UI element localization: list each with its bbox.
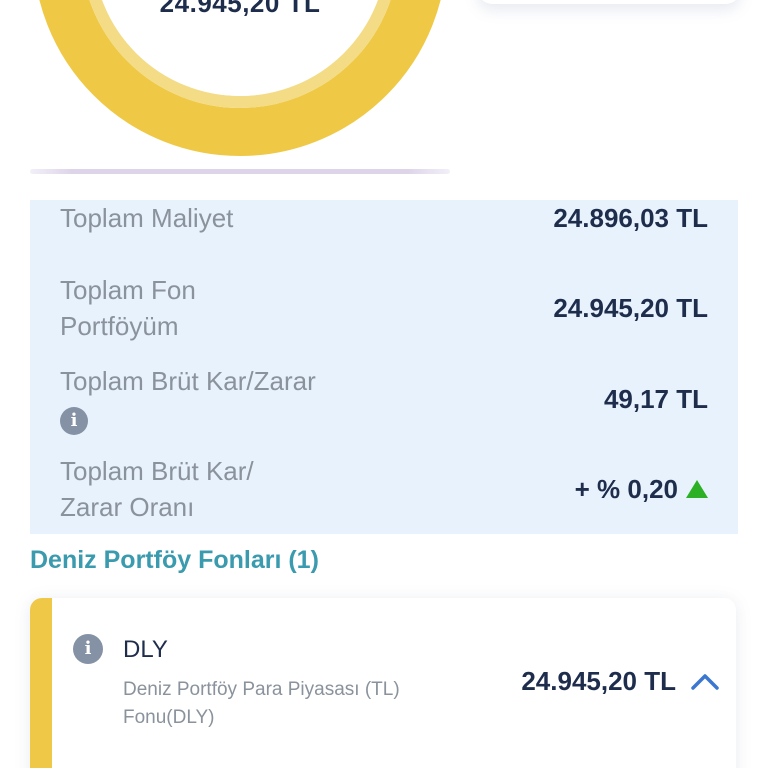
summary-value: 24.896,03 TL: [553, 203, 708, 233]
portfolio-donut-chart: 24.945,20 TL: [33, 0, 447, 156]
donut-shadow-divider: [30, 169, 450, 174]
fund-card[interactable]: i DLY Deniz Portföy Para Piyasası (TL) F…: [30, 598, 736, 768]
fund-name: Deniz Portföy Para Piyasası (TL) Fonu(DL…: [123, 679, 400, 728]
summary-label: Toplam Brüt Kar/Zarar: [60, 366, 316, 396]
portfolio-summary-panel: Toplam Maliyet 24.896,03 TL Toplam Fon P…: [30, 200, 738, 534]
summary-row-total-cost: Toplam Maliyet 24.896,03 TL: [30, 200, 738, 236]
summary-value: 49,17 TL: [603, 384, 708, 414]
fund-code: DLY: [123, 636, 168, 663]
fund-accent-bar: [30, 598, 52, 768]
summary-value: 24.945,20 TL: [553, 293, 708, 323]
summary-row-gross-profit-loss-ratio: Toplam Brüt Kar/ Zarar Oranı + % 0,20: [30, 453, 738, 525]
summary-value: + % 0,20: [574, 474, 678, 504]
summary-label-wrap: Toplam Brüt Kar/Zarar i: [60, 363, 390, 435]
summary-value-wrap: + % 0,20: [575, 471, 708, 507]
summary-label: Toplam Maliyet: [60, 203, 234, 233]
top-card: [478, 0, 740, 4]
chevron-up-icon[interactable]: [690, 670, 720, 692]
donut-center-value: 24.945,20 TL: [159, 0, 321, 18]
fund-value: 24.945,20 TL: [521, 666, 676, 696]
summary-label: Toplam Fon Portföyüm: [60, 275, 196, 341]
trend-up-icon: [686, 480, 708, 498]
summary-row-gross-profit-loss: Toplam Brüt Kar/Zarar i 49,17 TL: [30, 363, 738, 435]
summary-label: Toplam Brüt Kar/ Zarar Oranı: [60, 456, 254, 522]
fund-info-icon[interactable]: i: [73, 634, 103, 664]
info-icon[interactable]: i: [60, 407, 88, 435]
section-title-deniz-funds: Deniz Portföy Fonları (1): [30, 546, 319, 574]
donut-ring: [39, 0, 441, 156]
summary-row-total-fund-portfolio: Toplam Fon Portföyüm 24.945,20 TL: [30, 272, 738, 344]
